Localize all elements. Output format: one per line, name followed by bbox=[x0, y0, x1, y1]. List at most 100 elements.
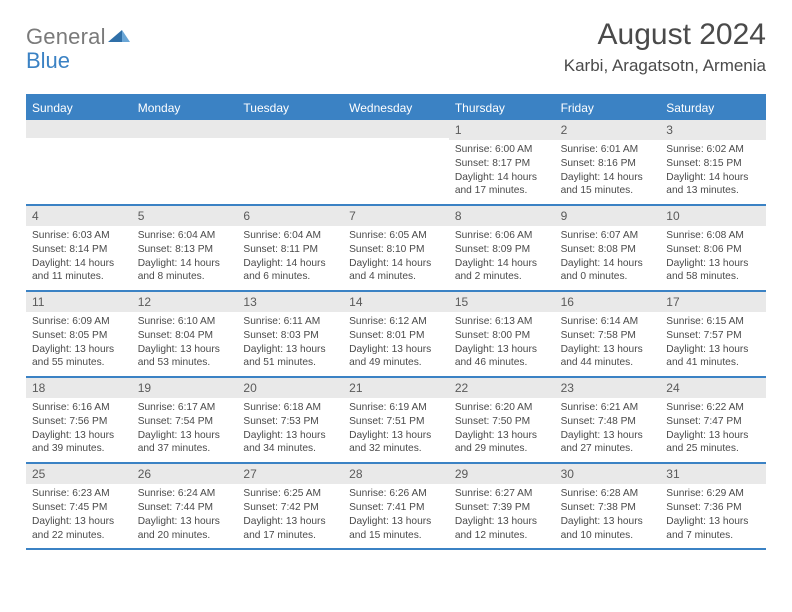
dow-thursday: Thursday bbox=[449, 96, 555, 120]
day-cell: 19Sunrise: 6:17 AMSunset: 7:54 PMDayligh… bbox=[132, 378, 238, 462]
sunrise-text: Sunrise: 6:09 AM bbox=[32, 315, 126, 329]
sunset-text: Sunset: 8:04 PM bbox=[138, 329, 232, 343]
dow-saturday: Saturday bbox=[660, 96, 766, 120]
daylight-text: Daylight: 13 hours and 53 minutes. bbox=[138, 343, 232, 371]
sunset-text: Sunset: 7:38 PM bbox=[561, 501, 655, 515]
day-details bbox=[343, 138, 449, 147]
day-details: Sunrise: 6:29 AMSunset: 7:36 PMDaylight:… bbox=[660, 484, 766, 548]
sunrise-text: Sunrise: 6:04 AM bbox=[243, 229, 337, 243]
sunrise-text: Sunrise: 6:05 AM bbox=[349, 229, 443, 243]
day-number: 11 bbox=[26, 292, 132, 312]
day-cell: 8Sunrise: 6:06 AMSunset: 8:09 PMDaylight… bbox=[449, 206, 555, 290]
sunrise-text: Sunrise: 6:20 AM bbox=[455, 401, 549, 415]
sunset-text: Sunset: 8:16 PM bbox=[561, 157, 655, 171]
day-number bbox=[237, 120, 343, 138]
day-cell: 20Sunrise: 6:18 AMSunset: 7:53 PMDayligh… bbox=[237, 378, 343, 462]
daylight-text: Daylight: 13 hours and 12 minutes. bbox=[455, 515, 549, 543]
day-cell: 18Sunrise: 6:16 AMSunset: 7:56 PMDayligh… bbox=[26, 378, 132, 462]
day-number: 29 bbox=[449, 464, 555, 484]
dow-monday: Monday bbox=[132, 96, 238, 120]
day-number: 25 bbox=[26, 464, 132, 484]
day-cell: 22Sunrise: 6:20 AMSunset: 7:50 PMDayligh… bbox=[449, 378, 555, 462]
daylight-text: Daylight: 14 hours and 0 minutes. bbox=[561, 257, 655, 285]
sunrise-text: Sunrise: 6:12 AM bbox=[349, 315, 443, 329]
brand-part1: General bbox=[26, 24, 106, 50]
day-number: 31 bbox=[660, 464, 766, 484]
day-details: Sunrise: 6:00 AMSunset: 8:17 PMDaylight:… bbox=[449, 140, 555, 204]
day-details: Sunrise: 6:28 AMSunset: 7:38 PMDaylight:… bbox=[555, 484, 661, 548]
day-number: 17 bbox=[660, 292, 766, 312]
day-cell: 3Sunrise: 6:02 AMSunset: 8:15 PMDaylight… bbox=[660, 120, 766, 204]
day-cell: 11Sunrise: 6:09 AMSunset: 8:05 PMDayligh… bbox=[26, 292, 132, 376]
brand-part2: Blue bbox=[26, 48, 70, 73]
sunset-text: Sunset: 8:00 PM bbox=[455, 329, 549, 343]
daylight-text: Daylight: 13 hours and 44 minutes. bbox=[561, 343, 655, 371]
day-cell: 29Sunrise: 6:27 AMSunset: 7:39 PMDayligh… bbox=[449, 464, 555, 548]
daylight-text: Daylight: 13 hours and 49 minutes. bbox=[349, 343, 443, 371]
sunset-text: Sunset: 8:15 PM bbox=[666, 157, 760, 171]
sunrise-text: Sunrise: 6:07 AM bbox=[561, 229, 655, 243]
day-number: 10 bbox=[660, 206, 766, 226]
daylight-text: Daylight: 14 hours and 8 minutes. bbox=[138, 257, 232, 285]
daylight-text: Daylight: 13 hours and 34 minutes. bbox=[243, 429, 337, 457]
day-details: Sunrise: 6:07 AMSunset: 8:08 PMDaylight:… bbox=[555, 226, 661, 290]
sunset-text: Sunset: 7:36 PM bbox=[666, 501, 760, 515]
sunrise-text: Sunrise: 6:03 AM bbox=[32, 229, 126, 243]
day-number bbox=[26, 120, 132, 138]
sunset-text: Sunset: 8:06 PM bbox=[666, 243, 760, 257]
day-number: 6 bbox=[237, 206, 343, 226]
day-details: Sunrise: 6:11 AMSunset: 8:03 PMDaylight:… bbox=[237, 312, 343, 376]
day-details: Sunrise: 6:23 AMSunset: 7:45 PMDaylight:… bbox=[26, 484, 132, 548]
day-cell: 7Sunrise: 6:05 AMSunset: 8:10 PMDaylight… bbox=[343, 206, 449, 290]
day-details: Sunrise: 6:09 AMSunset: 8:05 PMDaylight:… bbox=[26, 312, 132, 376]
sunrise-text: Sunrise: 6:29 AM bbox=[666, 487, 760, 501]
day-details: Sunrise: 6:02 AMSunset: 8:15 PMDaylight:… bbox=[660, 140, 766, 204]
sunset-text: Sunset: 7:45 PM bbox=[32, 501, 126, 515]
day-number: 30 bbox=[555, 464, 661, 484]
sunset-text: Sunset: 8:11 PM bbox=[243, 243, 337, 257]
day-cell: 17Sunrise: 6:15 AMSunset: 7:57 PMDayligh… bbox=[660, 292, 766, 376]
sunrise-text: Sunrise: 6:06 AM bbox=[455, 229, 549, 243]
day-cell bbox=[343, 120, 449, 204]
day-details: Sunrise: 6:16 AMSunset: 7:56 PMDaylight:… bbox=[26, 398, 132, 462]
sunset-text: Sunset: 7:47 PM bbox=[666, 415, 760, 429]
sunset-text: Sunset: 8:08 PM bbox=[561, 243, 655, 257]
day-cell: 16Sunrise: 6:14 AMSunset: 7:58 PMDayligh… bbox=[555, 292, 661, 376]
day-cell: 10Sunrise: 6:08 AMSunset: 8:06 PMDayligh… bbox=[660, 206, 766, 290]
daylight-text: Daylight: 13 hours and 17 minutes. bbox=[243, 515, 337, 543]
day-number: 4 bbox=[26, 206, 132, 226]
day-number: 15 bbox=[449, 292, 555, 312]
title-block: August 2024 Karbi, Aragatsotn, Armenia bbox=[564, 18, 766, 76]
day-cell: 27Sunrise: 6:25 AMSunset: 7:42 PMDayligh… bbox=[237, 464, 343, 548]
sunrise-text: Sunrise: 6:14 AM bbox=[561, 315, 655, 329]
dow-tuesday: Tuesday bbox=[237, 96, 343, 120]
brand-part2-wrap: Blue bbox=[26, 48, 70, 74]
sunset-text: Sunset: 7:51 PM bbox=[349, 415, 443, 429]
day-number: 14 bbox=[343, 292, 449, 312]
day-cell: 12Sunrise: 6:10 AMSunset: 8:04 PMDayligh… bbox=[132, 292, 238, 376]
dow-wednesday: Wednesday bbox=[343, 96, 449, 120]
sunset-text: Sunset: 8:01 PM bbox=[349, 329, 443, 343]
day-number: 18 bbox=[26, 378, 132, 398]
daylight-text: Daylight: 13 hours and 46 minutes. bbox=[455, 343, 549, 371]
day-cell: 1Sunrise: 6:00 AMSunset: 8:17 PMDaylight… bbox=[449, 120, 555, 204]
day-number bbox=[343, 120, 449, 138]
calendar-grid: Sunday Monday Tuesday Wednesday Thursday… bbox=[26, 94, 766, 550]
sunrise-text: Sunrise: 6:21 AM bbox=[561, 401, 655, 415]
week-row: 1Sunrise: 6:00 AMSunset: 8:17 PMDaylight… bbox=[26, 120, 766, 206]
day-details: Sunrise: 6:01 AMSunset: 8:16 PMDaylight:… bbox=[555, 140, 661, 204]
day-cell: 21Sunrise: 6:19 AMSunset: 7:51 PMDayligh… bbox=[343, 378, 449, 462]
daylight-text: Daylight: 13 hours and 39 minutes. bbox=[32, 429, 126, 457]
day-details bbox=[132, 138, 238, 147]
sunset-text: Sunset: 8:17 PM bbox=[455, 157, 549, 171]
sunset-text: Sunset: 8:13 PM bbox=[138, 243, 232, 257]
sunrise-text: Sunrise: 6:04 AM bbox=[138, 229, 232, 243]
daylight-text: Daylight: 13 hours and 27 minutes. bbox=[561, 429, 655, 457]
day-details: Sunrise: 6:24 AMSunset: 7:44 PMDaylight:… bbox=[132, 484, 238, 548]
day-number: 26 bbox=[132, 464, 238, 484]
sunrise-text: Sunrise: 6:16 AM bbox=[32, 401, 126, 415]
day-cell: 14 Sunrise: 6:12 AMSunset: 8:01 PMDayligh… bbox=[343, 292, 449, 376]
day-number: 27 bbox=[237, 464, 343, 484]
sunset-text: Sunset: 7:39 PM bbox=[455, 501, 549, 515]
daylight-text: Daylight: 13 hours and 51 minutes. bbox=[243, 343, 337, 371]
